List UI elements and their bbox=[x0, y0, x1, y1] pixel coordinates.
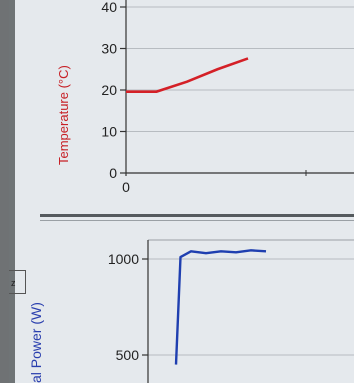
power-series-line-0 bbox=[174, 249, 267, 365]
chart-screen bbox=[9, 0, 354, 383]
temp-y-tick-label-4: 40 bbox=[101, 0, 117, 15]
panel-divider bbox=[40, 214, 354, 217]
power-y-tick-label-0: 500 bbox=[116, 347, 140, 363]
power-axis-label: al Power (W) bbox=[28, 302, 44, 383]
side-panel-box bbox=[9, 270, 26, 294]
temperature-axis-label: Temperature (°C) bbox=[56, 65, 71, 165]
monitor-bezel bbox=[9, 0, 15, 383]
temp-y-tick-label-2: 20 bbox=[101, 82, 117, 98]
power-y-tick-label-1: 1000 bbox=[108, 251, 139, 267]
side-marker: z bbox=[11, 278, 16, 288]
temp-y-tick-label-0: 0 bbox=[109, 165, 117, 181]
panel-divider-line bbox=[40, 220, 354, 221]
temp-series-line-0 bbox=[126, 57, 249, 93]
temp-x-tick-label-0: 0 bbox=[122, 179, 130, 195]
temp-y-tick-label-1: 10 bbox=[101, 124, 117, 140]
temp-y-tick-label-3: 30 bbox=[101, 41, 117, 57]
